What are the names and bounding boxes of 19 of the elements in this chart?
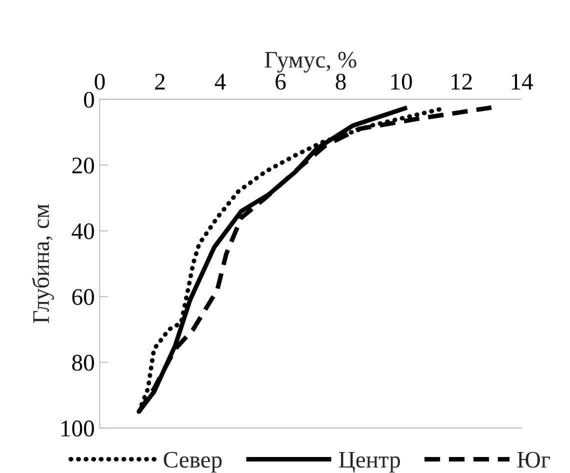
x-tick-label: 8 bbox=[336, 74, 346, 90]
x-axis-title: Гумус, % bbox=[264, 52, 356, 73]
y-tick-label: 20 bbox=[72, 158, 94, 174]
y-tick-label: 40 bbox=[72, 223, 94, 240]
x-tick-label: 12 bbox=[452, 74, 472, 90]
y-tick-label: 80 bbox=[72, 354, 94, 371]
x-tick-label: 10 bbox=[391, 74, 412, 90]
legend-label: Юг bbox=[517, 452, 550, 468]
y-tick-label: 0 bbox=[84, 92, 94, 108]
y-tick-label: 100 bbox=[62, 420, 94, 436]
x-tick-label: 2 bbox=[155, 74, 165, 90]
legend-label: Центр bbox=[339, 452, 400, 473]
x-tick-label: 4 bbox=[214, 74, 226, 90]
x-tick-label: 6 bbox=[276, 74, 286, 90]
y-axis-title: Глубина, см bbox=[32, 204, 54, 324]
legend-label: Север bbox=[164, 452, 222, 473]
x-tick-label: 14 bbox=[512, 74, 533, 90]
x-tick-label: 0 bbox=[94, 74, 105, 90]
y-tick-label: 60 bbox=[72, 289, 94, 305]
